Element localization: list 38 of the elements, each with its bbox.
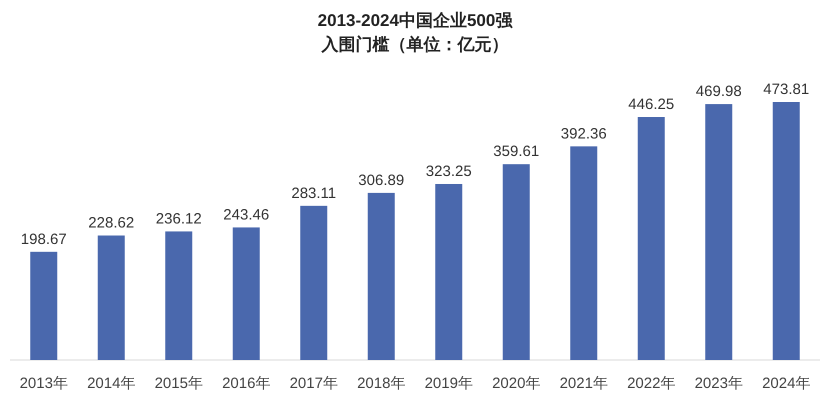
x-tick-label: 2022年 <box>627 375 676 392</box>
bar <box>705 104 732 360</box>
bar <box>165 231 192 360</box>
bar <box>435 184 462 360</box>
data-label: 198.67 <box>20 230 67 248</box>
x-tick-label: 2013年 <box>20 375 68 392</box>
x-tick-label: 2018年 <box>357 375 406 392</box>
data-label: 283.11 <box>291 184 336 202</box>
bar <box>368 192 395 360</box>
data-label: 323.25 <box>426 162 472 180</box>
bar <box>232 227 260 360</box>
bar <box>638 117 665 360</box>
x-tick-label: 2017年 <box>290 375 338 392</box>
x-tick-label: 2024年 <box>762 375 810 392</box>
bar <box>30 252 58 360</box>
bar <box>570 146 598 360</box>
data-label: 392.36 <box>560 125 607 142</box>
data-label: 243.46 <box>223 206 270 224</box>
data-label: 469.98 <box>696 83 742 100</box>
x-tick-label: 2019年 <box>424 375 473 392</box>
data-label: 359.61 <box>493 143 540 160</box>
data-label: 446.25 <box>628 96 674 114</box>
x-tick-label: 2023年 <box>694 375 743 392</box>
x-tick-label: 2021年 <box>560 375 608 392</box>
chart-subtitle: 入围门槛（单位：亿元） <box>320 35 508 54</box>
bar <box>98 236 125 360</box>
x-tick-label: 2015年 <box>154 375 203 392</box>
data-label: 473.81 <box>763 81 810 98</box>
x-tick-label: 2014年 <box>87 375 136 392</box>
data-label: 236.12 <box>156 210 202 228</box>
x-tick-label: 2016年 <box>222 375 270 392</box>
x-tick-label: 2020年 <box>492 375 540 392</box>
chart-title: 2013-2024中国企业500强 <box>318 11 514 30</box>
data-label: 228.62 <box>88 214 134 232</box>
data-label: 306.89 <box>358 172 404 189</box>
bar <box>300 206 328 360</box>
bar <box>502 164 530 360</box>
bar <box>772 102 800 360</box>
